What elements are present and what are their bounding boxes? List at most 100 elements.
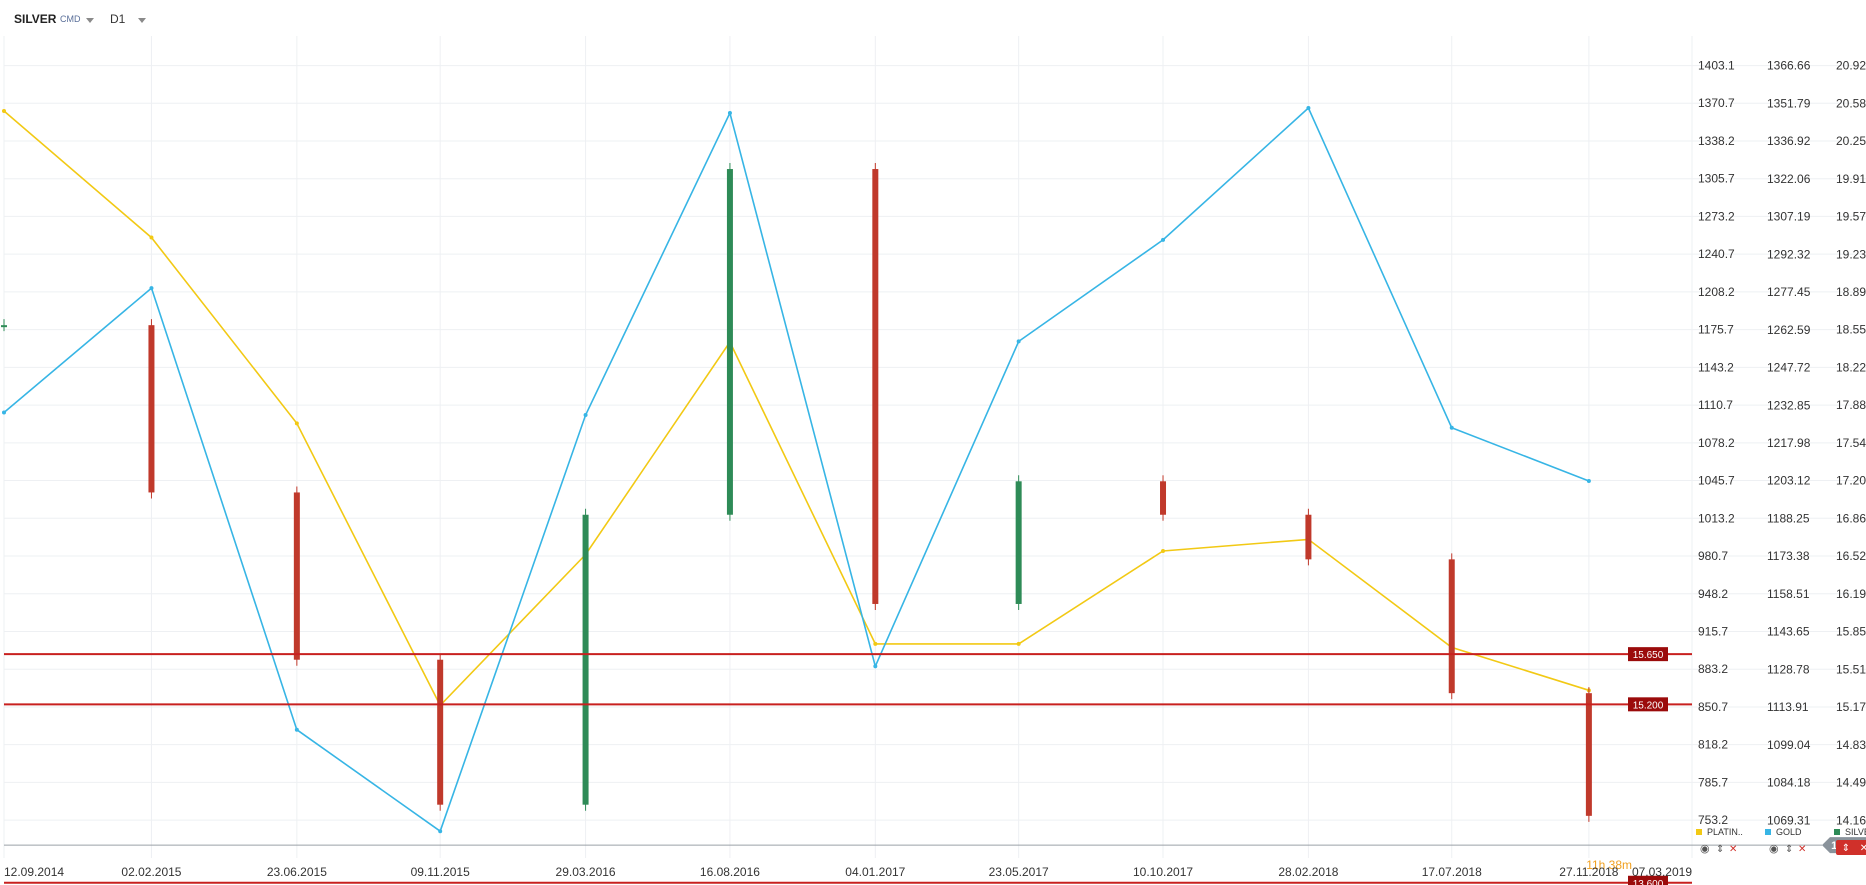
price-tick-label: 19.235 xyxy=(1836,247,1866,261)
price-tick-label: 1232.85 xyxy=(1767,398,1811,412)
level-tag xyxy=(1628,875,1668,885)
series-line-gold xyxy=(3,106,1590,833)
price-tick-label: 1158.51 xyxy=(1767,587,1810,601)
sort-icon: ⇕ xyxy=(1785,844,1793,855)
price-tick-label: 1078.2 xyxy=(1698,436,1735,450)
price-tick-label: 14.837 xyxy=(1836,738,1866,752)
series-point xyxy=(727,111,732,116)
candle-body xyxy=(148,325,155,493)
symbol-label[interactable]: SILVER xyxy=(14,12,57,26)
legend-controls[interactable]: ◉ ⇕ ✕ xyxy=(1700,842,1737,855)
price-tick-label: 1013.2 xyxy=(1698,511,1735,525)
series-point xyxy=(149,286,154,291)
price-tick-label: 1113.91 xyxy=(1767,700,1809,714)
legend-label: GOLD xyxy=(1776,827,1802,837)
market-chevron-down-icon[interactable] xyxy=(86,18,94,23)
series-point xyxy=(294,421,299,426)
sort-icon: ⇕ xyxy=(1716,844,1724,855)
price-tick-label: 18.220 xyxy=(1836,361,1866,375)
price-tick-label: 1069.31 xyxy=(1767,813,1811,827)
series-point xyxy=(2,410,6,415)
price-tick-label: 1307.19 xyxy=(1767,210,1811,224)
date-tick-label: 09.11.2015 xyxy=(411,865,470,879)
price-tick-label: 818.2 xyxy=(1698,738,1728,752)
chart-toolbar: SILVER CMD D1 xyxy=(0,0,1866,36)
legend-swatch xyxy=(1696,829,1702,835)
series-point xyxy=(438,829,443,834)
close-icon: ✕ xyxy=(1860,843,1866,854)
legend: PLATIN..◉⇕✕GOLD◉⇕✕SILVER⇕✕ xyxy=(1696,827,1866,855)
price-tick-label: 20.589 xyxy=(1836,96,1866,110)
price-tick-label: 1273.2 xyxy=(1698,209,1735,223)
price-tick-label: 1338.2 xyxy=(1698,134,1735,148)
price-tick-label: 1203.12 xyxy=(1767,474,1811,488)
legend-controls[interactable]: ◉ ⇕ ✕ xyxy=(1769,842,1806,855)
level-label: 15.650 xyxy=(1633,650,1664,661)
date-tick-label: 27.11.2018 xyxy=(1559,865,1618,879)
interval-selector[interactable]: D1 xyxy=(110,12,126,26)
series-point xyxy=(149,235,154,240)
candle-body xyxy=(1,325,7,328)
series-point xyxy=(1161,549,1166,554)
active-series-box xyxy=(1836,840,1866,855)
date-tick-label: 16.08.2016 xyxy=(700,865,760,879)
level-tag xyxy=(1628,697,1668,712)
date-tick-label: 23.05.2017 xyxy=(989,865,1049,879)
date-tick-label: 10.10.2017 xyxy=(1133,865,1193,879)
series-point xyxy=(1016,641,1021,646)
price-tick-label: 17.544 xyxy=(1836,436,1866,450)
price-tick-label: 883.2 xyxy=(1698,662,1728,676)
candle-body xyxy=(726,169,733,515)
price-tick-label: 18.559 xyxy=(1836,323,1866,337)
legend-swatch xyxy=(1834,829,1840,835)
series-point xyxy=(873,641,878,646)
legend-controls[interactable]: ⇕ ✕ xyxy=(1836,840,1866,855)
price-tick-label: 1403.1 xyxy=(1698,59,1735,73)
price-tick-label: 1336.92 xyxy=(1767,134,1811,148)
series-line-platin xyxy=(3,110,1590,707)
date-tick-label: 07.03.2019 xyxy=(1632,865,1692,879)
interval-chevron-down-icon[interactable] xyxy=(138,18,146,23)
price-tick-label: 1110.7 xyxy=(1698,398,1733,412)
price-tick-label: 15.852 xyxy=(1836,625,1866,639)
level-label: 15.200 xyxy=(1633,700,1664,711)
date-tick-label: 04.01.2017 xyxy=(845,865,905,879)
level-label: 13.600 xyxy=(1633,879,1664,885)
price-tick-label: 16.867 xyxy=(1836,511,1866,525)
series-point xyxy=(873,664,878,669)
price-tick-label: 753.2 xyxy=(1698,813,1728,827)
date-tick-label: 12.09.2014 xyxy=(4,865,64,879)
plot-area xyxy=(1,105,1592,834)
sort-icon: ⇕ xyxy=(1842,843,1850,854)
price-tick-label: 1099.04 xyxy=(1767,738,1811,752)
price-tick-label: 1143.65 xyxy=(1767,625,1810,639)
price-tick-label: 14.498 xyxy=(1836,776,1866,790)
market-label[interactable]: CMD xyxy=(60,14,81,24)
price-tick-label: 17.205 xyxy=(1836,474,1866,488)
price-tick-label: 1175.7 xyxy=(1698,323,1734,337)
price-axes: 1403.1 1370.7 1338.2 1305.7 1273.2 1240.7 1208… xyxy=(1698,59,1866,828)
series-point xyxy=(583,413,588,418)
candle-body xyxy=(1585,693,1592,816)
price-tick-label: 18.897 xyxy=(1836,285,1866,299)
date-tick-label: 23.06.2015 xyxy=(267,865,327,879)
price-tick-label: 915.7 xyxy=(1698,624,1728,638)
close-icon: ✕ xyxy=(1798,844,1806,855)
price-tick-label: 1208.2 xyxy=(1698,285,1735,299)
series-point xyxy=(294,727,299,732)
close-icon: ✕ xyxy=(1729,844,1737,855)
date-tick-label: 29.03.2016 xyxy=(556,865,616,879)
price-tick-label: 1173.38 xyxy=(1767,549,1810,563)
price-tick-label: 1247.72 xyxy=(1767,361,1811,375)
price-tick-label: 1351.79 xyxy=(1767,96,1811,110)
candle-body xyxy=(293,492,300,660)
price-tick-label: 1292.32 xyxy=(1767,247,1811,261)
price-tick-label: 1188.25 xyxy=(1767,511,1810,525)
price-tick-label: 1045.7 xyxy=(1698,474,1735,488)
price-tick-label: 15.514 xyxy=(1836,662,1866,676)
legend-label: PLATIN.. xyxy=(1707,827,1743,837)
price-tick-label: 948.2 xyxy=(1698,587,1728,601)
price-tick-label: 1370.7 xyxy=(1698,96,1735,110)
legend-label: SILVER xyxy=(1845,827,1866,837)
